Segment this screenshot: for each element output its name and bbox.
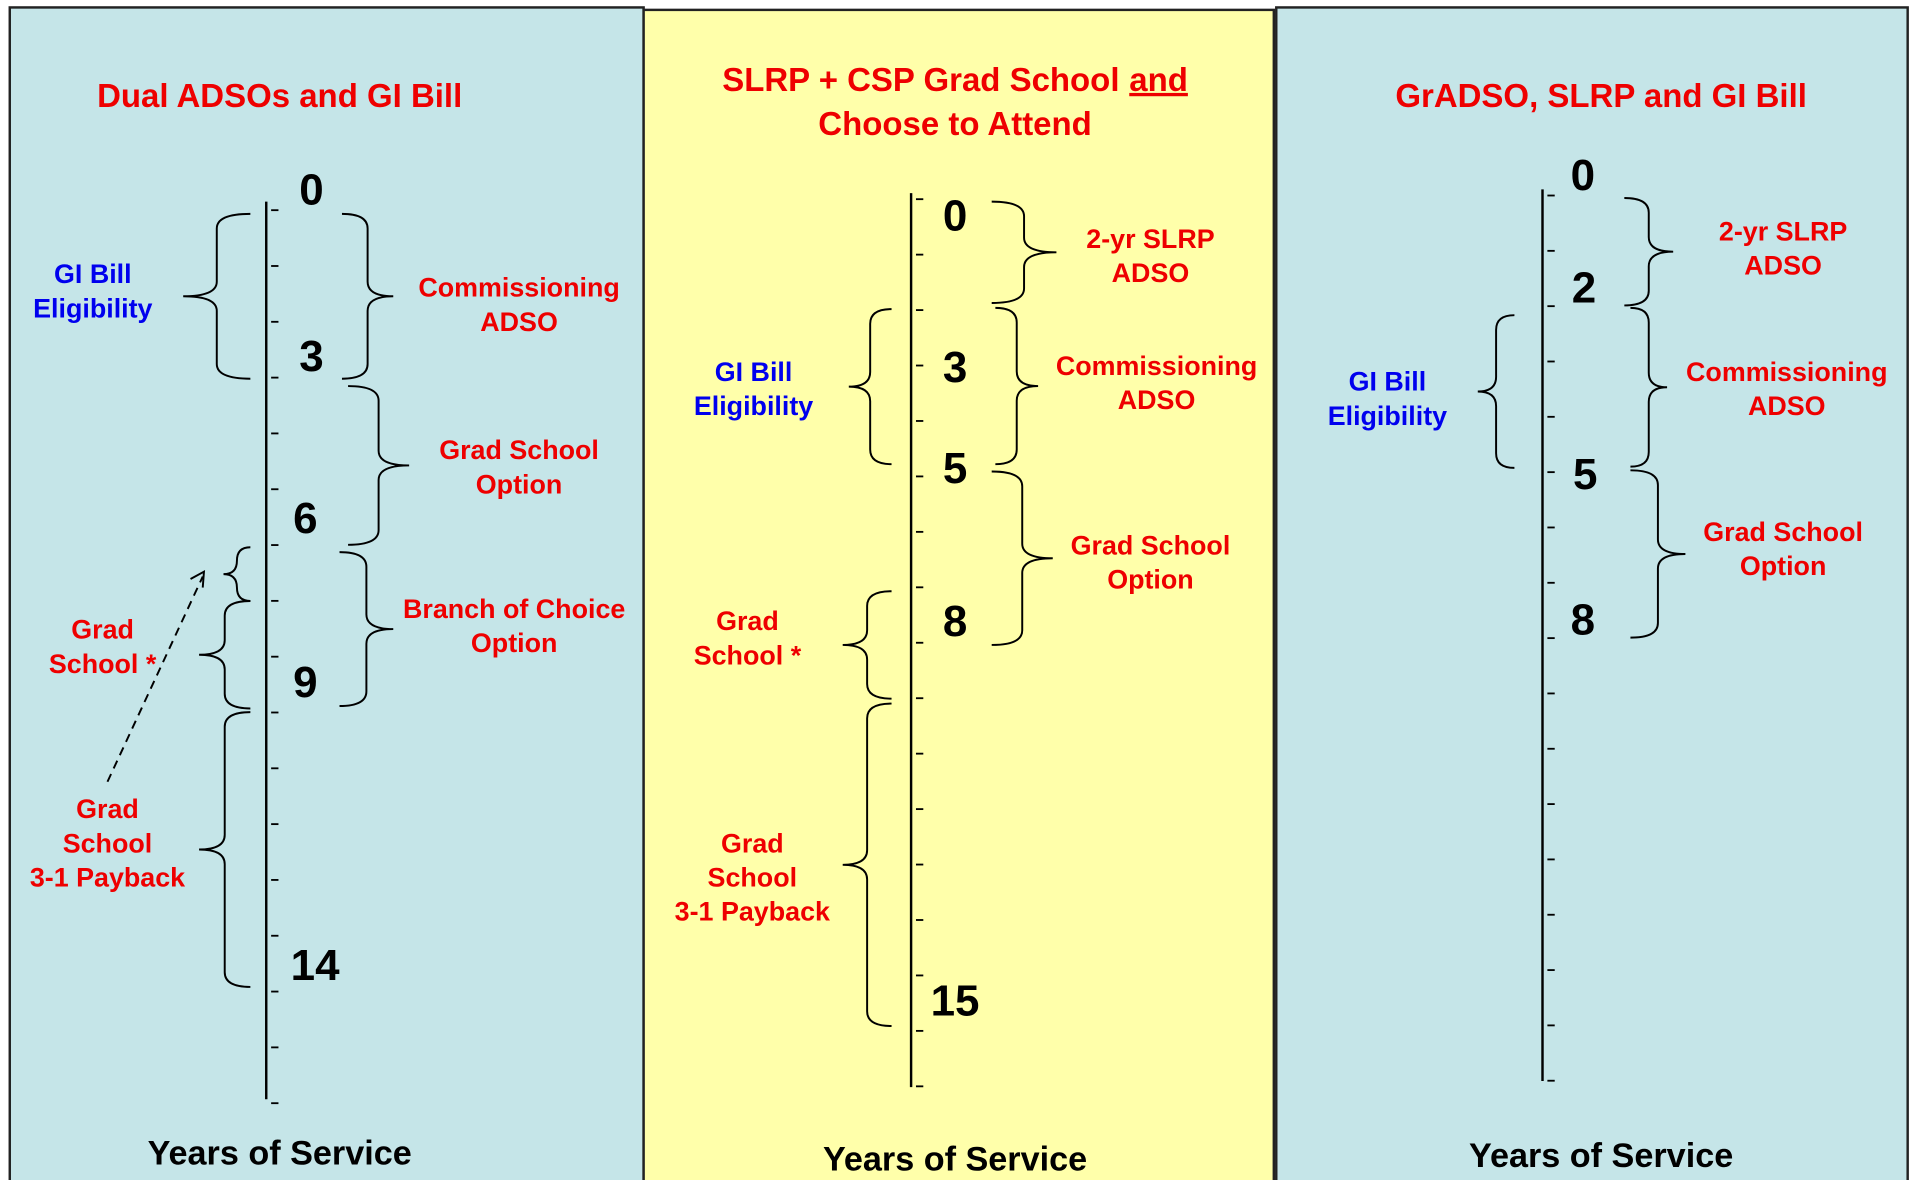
bracket-label: 3-1 Payback xyxy=(675,897,830,927)
title-segment: Choose to Attend xyxy=(818,105,1092,142)
bracket-label: Option xyxy=(476,469,563,499)
axis-label: Years of Service xyxy=(148,1134,412,1172)
year-label: 5 xyxy=(1573,450,1597,499)
bracket-label: Option xyxy=(471,628,558,658)
bracket xyxy=(339,551,394,708)
bracket xyxy=(1630,306,1668,468)
bracket-label: Commissioning xyxy=(418,273,619,303)
bracket xyxy=(991,470,1053,646)
year-label: 0 xyxy=(1571,151,1595,200)
bracket xyxy=(842,702,892,1027)
bracket-label: 3-1 Payback xyxy=(30,863,185,893)
bracket-label: School * xyxy=(49,649,157,679)
bracket xyxy=(183,212,251,380)
bracket xyxy=(842,590,892,700)
panel-title: GrADSO, SLRP and GI Bill xyxy=(1395,77,1807,114)
bracket-label: Grad xyxy=(721,828,784,858)
year-label: 2 xyxy=(1572,263,1596,312)
year-label: 15 xyxy=(931,977,980,1026)
bracket xyxy=(1630,469,1686,639)
year-label: 0 xyxy=(299,166,323,215)
panel-bg xyxy=(642,8,1276,1180)
panel-title: SLRP + CSP Grad School and xyxy=(722,61,1188,98)
bracket-label: Commissioning xyxy=(1056,351,1257,381)
bracket-label: 2-yr SLRP xyxy=(1719,216,1847,246)
bracket-label: Eligibility xyxy=(694,391,813,421)
axis-label: Years of Service xyxy=(1469,1137,1733,1175)
bracket-label: Branch of Choice xyxy=(403,594,625,624)
bracket-label: Grad School xyxy=(1703,517,1863,547)
bracket-label: School xyxy=(63,828,153,858)
panel-title: Dual ADSOs and GI Bill xyxy=(97,77,462,114)
bracket xyxy=(199,711,251,988)
year-label: 3 xyxy=(943,343,967,392)
bracket-label: Grad xyxy=(76,794,139,824)
bracket-label: ADSO xyxy=(1118,385,1196,415)
bracket-label: Eligibility xyxy=(1328,401,1447,431)
bracket-label: ADSO xyxy=(480,307,558,337)
dashed-arrow xyxy=(106,576,204,783)
bracket-label: ADSO xyxy=(1748,391,1826,421)
bracket xyxy=(1477,314,1515,469)
title-segment: GrADSO, SLRP and GI Bill xyxy=(1395,77,1807,114)
bracket-label: Grad xyxy=(71,615,134,645)
bracket-label: Grad xyxy=(716,606,779,636)
arrow-head xyxy=(190,569,206,588)
bracket xyxy=(1624,196,1674,307)
bracket-label: 2-yr SLRP xyxy=(1086,224,1214,254)
bracket-label: GI Bill xyxy=(1349,367,1427,397)
bracket-label: ADSO xyxy=(1112,258,1190,288)
year-label: 9 xyxy=(293,658,317,707)
bracket xyxy=(223,546,251,602)
bracket-label: School * xyxy=(694,640,802,670)
panel-title: Choose to Attend xyxy=(818,105,1092,142)
bracket xyxy=(991,200,1057,304)
bracket-label: Option xyxy=(1740,551,1827,581)
bracket-label: Grad School xyxy=(439,435,599,465)
bracket xyxy=(995,306,1039,466)
year-label: 8 xyxy=(1571,596,1595,645)
bracket-label: Eligibility xyxy=(33,293,152,323)
bracket-label: GI Bill xyxy=(54,259,132,289)
bracket xyxy=(341,212,394,380)
title-segment: SLRP + CSP Grad School xyxy=(722,61,1119,98)
bracket-label: ADSO xyxy=(1744,251,1822,281)
axis-label: Years of Service xyxy=(823,1141,1087,1179)
year-label: 8 xyxy=(943,597,967,646)
bracket xyxy=(199,600,251,710)
bracket-label: GI Bill xyxy=(715,357,793,387)
panel-bg xyxy=(1275,6,1909,1180)
title-segment: and xyxy=(1129,61,1188,98)
year-label: 0 xyxy=(943,191,967,240)
bracket xyxy=(348,385,410,546)
bracket-label: Commissioning xyxy=(1686,357,1887,387)
year-label: 3 xyxy=(299,332,323,381)
year-label: 5 xyxy=(943,444,967,493)
year-label: 14 xyxy=(291,941,340,990)
bracket xyxy=(848,308,892,466)
panel-bg xyxy=(8,6,645,1180)
bracket-label: School xyxy=(708,863,798,893)
year-label: 6 xyxy=(293,494,317,543)
title-segment: Dual ADSOs and GI Bill xyxy=(97,77,462,114)
bracket-label: Option xyxy=(1107,565,1194,595)
bracket-label: Grad School xyxy=(1071,530,1231,560)
